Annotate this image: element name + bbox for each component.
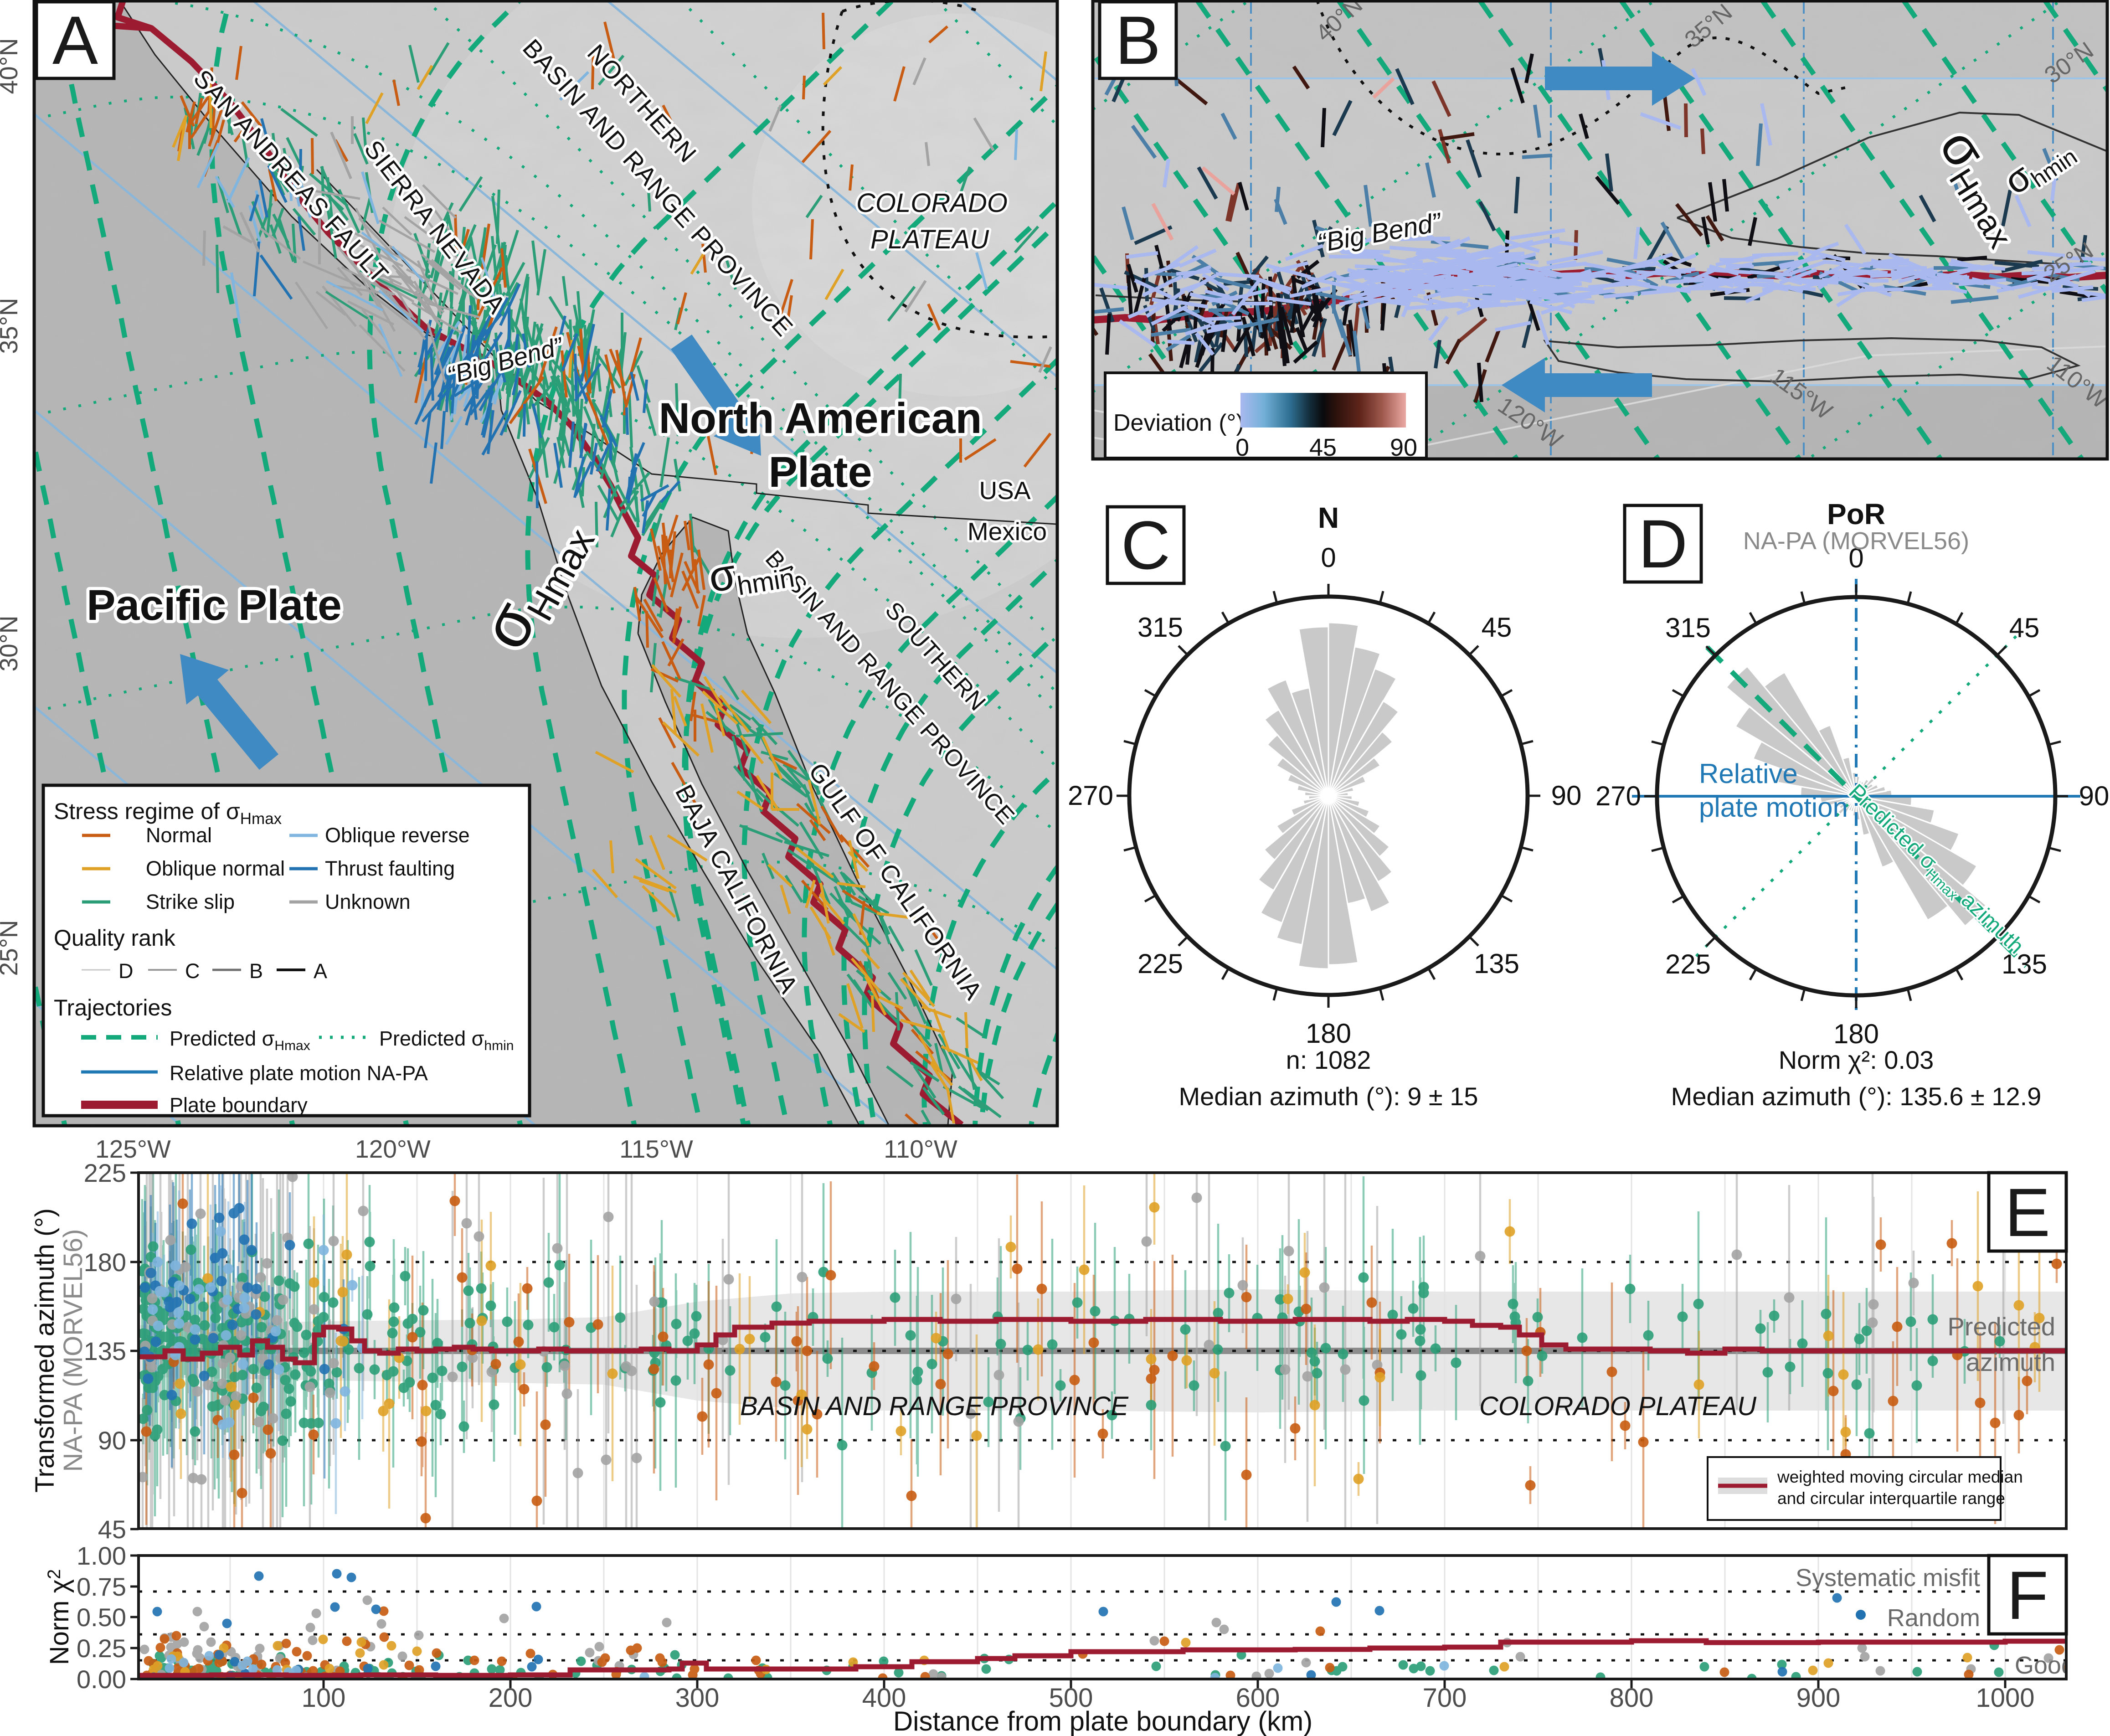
svg-text:25°N: 25°N bbox=[0, 920, 23, 976]
svg-text:180: 180 bbox=[1306, 1018, 1351, 1049]
svg-text:90: 90 bbox=[1390, 434, 1417, 461]
svg-text:Plate: Plate bbox=[768, 448, 872, 496]
svg-text:and circular interquartile ran: and circular interquartile range bbox=[1777, 1489, 2005, 1508]
svg-text:315: 315 bbox=[1665, 613, 1711, 643]
svg-text:Relative: Relative bbox=[1699, 758, 1798, 789]
svg-text:270: 270 bbox=[1068, 780, 1113, 811]
svg-text:135: 135 bbox=[2002, 949, 2047, 979]
svg-text:Oblique reverse: Oblique reverse bbox=[325, 824, 470, 847]
svg-text:C: C bbox=[1121, 507, 1170, 583]
svg-text:0.75: 0.75 bbox=[77, 1572, 126, 1601]
svg-text:N: N bbox=[1318, 501, 1339, 534]
svg-text:45: 45 bbox=[1309, 434, 1337, 461]
svg-text:Norm χ2: Norm χ2 bbox=[44, 1569, 74, 1665]
svg-text:NA-PA (MORVEL56): NA-PA (MORVEL56) bbox=[58, 1229, 88, 1472]
svg-text:COLORADO: COLORADO bbox=[856, 188, 1008, 218]
svg-text:45: 45 bbox=[98, 1515, 126, 1544]
svg-text:F: F bbox=[2007, 1557, 2048, 1633]
svg-text:BASIN AND RANGE PROVINCE: BASIN AND RANGE PROVINCE bbox=[740, 1391, 1129, 1421]
svg-text:Normal: Normal bbox=[146, 824, 212, 847]
svg-text:E: E bbox=[2005, 1174, 2050, 1251]
svg-text:0: 0 bbox=[1321, 542, 1336, 573]
svg-text:C: C bbox=[185, 959, 200, 983]
svg-text:Oblique normal: Oblique normal bbox=[146, 857, 285, 880]
svg-text:D: D bbox=[118, 959, 134, 983]
svg-text:Systematic misfit: Systematic misfit bbox=[1796, 1564, 1980, 1592]
svg-text:35°N: 35°N bbox=[0, 298, 23, 354]
svg-text:Mexico: Mexico bbox=[968, 517, 1047, 546]
svg-text:Predicted σHmax azimuth: Predicted σHmax azimuth bbox=[1842, 779, 2028, 961]
svg-text:Distance from plate boundary (: Distance from plate boundary (km) bbox=[893, 1706, 1312, 1736]
svg-text:A: A bbox=[314, 959, 327, 983]
svg-text:Unknown: Unknown bbox=[325, 890, 411, 913]
svg-text:225: 225 bbox=[1665, 949, 1711, 979]
svg-text:225: 225 bbox=[1137, 948, 1183, 979]
svg-text:0: 0 bbox=[1235, 434, 1249, 461]
svg-text:120°W: 120°W bbox=[355, 1135, 431, 1163]
svg-text:90: 90 bbox=[1551, 780, 1582, 811]
svg-text:110°W: 110°W bbox=[884, 1135, 957, 1163]
svg-text:45: 45 bbox=[1482, 612, 1512, 643]
svg-text:D: D bbox=[1638, 505, 1688, 582]
svg-text:USA: USA bbox=[979, 476, 1030, 505]
svg-text:B: B bbox=[249, 959, 263, 983]
svg-text:180: 180 bbox=[1833, 1019, 1879, 1049]
svg-text:A: A bbox=[52, 2, 98, 78]
svg-text:Strike slip: Strike slip bbox=[146, 890, 235, 913]
svg-text:PLATEAU: PLATEAU bbox=[870, 225, 989, 254]
svg-text:180: 180 bbox=[84, 1248, 126, 1277]
svg-text:Plate boundary: Plate boundary bbox=[170, 1093, 308, 1117]
svg-text:135: 135 bbox=[1474, 948, 1519, 979]
svg-text:40°N: 40°N bbox=[0, 38, 23, 94]
svg-text:Relative plate motion NA-PA: Relative plate motion NA-PA bbox=[170, 1061, 428, 1085]
svg-text:plate motion: plate motion bbox=[1699, 792, 1848, 823]
svg-text:n: 1082: n: 1082 bbox=[1286, 1046, 1371, 1074]
svg-text:1.00: 1.00 bbox=[77, 1541, 126, 1570]
svg-text:Transformed azimuth (°): Transformed azimuth (°) bbox=[30, 1208, 60, 1493]
svg-text:Norm χ²: 0.03: Norm χ²: 0.03 bbox=[1779, 1046, 1934, 1074]
svg-text:NA-PA (MORVEL56): NA-PA (MORVEL56) bbox=[1743, 527, 1969, 555]
svg-text:115°W: 115°W bbox=[619, 1135, 693, 1163]
svg-text:weighted moving circular media: weighted moving circular median bbox=[1777, 1468, 2023, 1486]
svg-text:225: 225 bbox=[84, 1159, 126, 1187]
svg-text:45: 45 bbox=[2009, 613, 2040, 643]
svg-text:Pacific Plate: Pacific Plate bbox=[87, 581, 342, 629]
svg-text:270: 270 bbox=[1595, 781, 1641, 811]
svg-text:Median azimuth (°): 9 ± 15: Median azimuth (°): 9 ± 15 bbox=[1179, 1082, 1478, 1111]
svg-text:COLORADO PLATEAU: COLORADO PLATEAU bbox=[1479, 1391, 1757, 1421]
svg-text:B: B bbox=[1115, 2, 1161, 78]
svg-text:Predicted: Predicted bbox=[1947, 1312, 2055, 1341]
svg-text:0.25: 0.25 bbox=[77, 1634, 126, 1663]
svg-text:Quality rank: Quality rank bbox=[54, 925, 176, 951]
svg-text:0.00: 0.00 bbox=[77, 1665, 126, 1694]
svg-text:315: 315 bbox=[1137, 612, 1183, 643]
svg-text:90: 90 bbox=[2079, 781, 2110, 811]
svg-text:North American: North American bbox=[659, 394, 982, 443]
svg-text:Deviation (°): Deviation (°) bbox=[1113, 410, 1244, 436]
svg-text:0.50: 0.50 bbox=[77, 1603, 126, 1632]
svg-text:90: 90 bbox=[98, 1426, 126, 1455]
svg-text:Thrust faulting: Thrust faulting bbox=[325, 857, 455, 880]
svg-text:PoR: PoR bbox=[1827, 498, 1885, 531]
svg-text:Good fit: Good fit bbox=[2015, 1652, 2101, 1679]
svg-text:30°N: 30°N bbox=[0, 616, 23, 672]
svg-text:0: 0 bbox=[1848, 543, 1863, 573]
svg-text:125°W: 125°W bbox=[95, 1135, 171, 1163]
svg-text:azimuth: azimuth bbox=[1966, 1348, 2055, 1376]
svg-text:Trajectories: Trajectories bbox=[54, 995, 172, 1020]
svg-text:135: 135 bbox=[84, 1337, 126, 1365]
svg-text:Median azimuth (°): 135.6 ± 12: Median azimuth (°): 135.6 ± 12.9 bbox=[1671, 1082, 2042, 1111]
svg-text:Random: Random bbox=[1887, 1604, 1980, 1632]
